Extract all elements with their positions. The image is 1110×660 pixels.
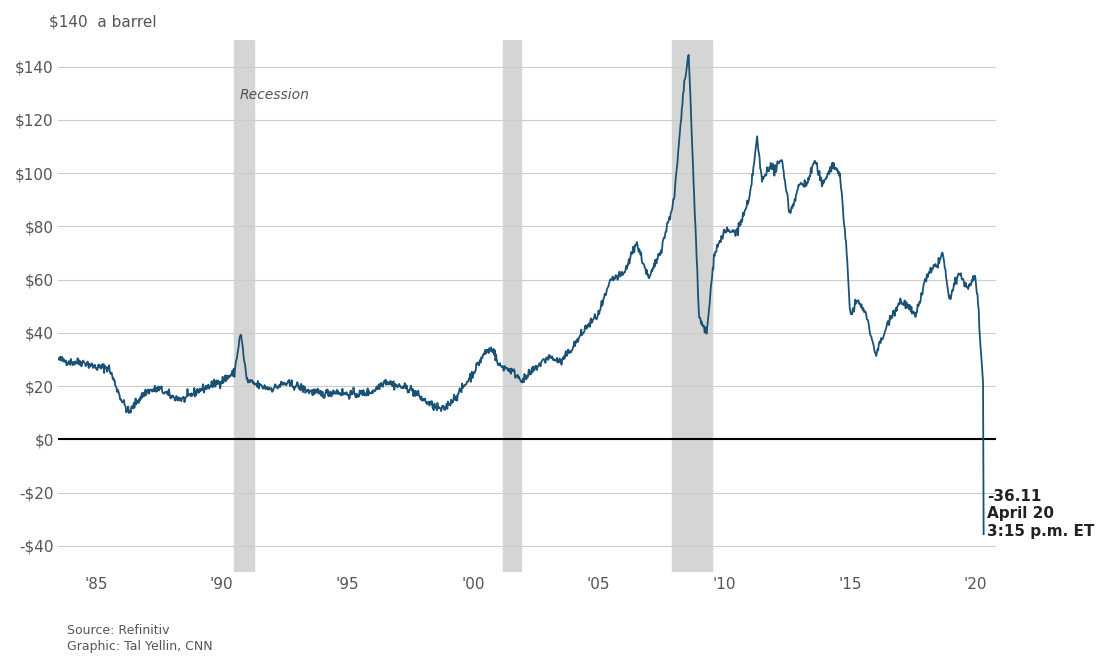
Bar	[672, 40, 712, 572]
Bar	[503, 40, 521, 572]
Text: Source: Refinitiv: Source: Refinitiv	[67, 624, 169, 637]
Text: Recession: Recession	[240, 88, 310, 102]
Bar	[234, 40, 254, 572]
Text: -36.11
April 20
3:15 p.m. ET: -36.11 April 20 3:15 p.m. ET	[987, 489, 1094, 539]
Text: Graphic: Tal Yellin, CNN: Graphic: Tal Yellin, CNN	[67, 640, 212, 653]
Text: $140  a barrel: $140 a barrel	[49, 15, 157, 30]
